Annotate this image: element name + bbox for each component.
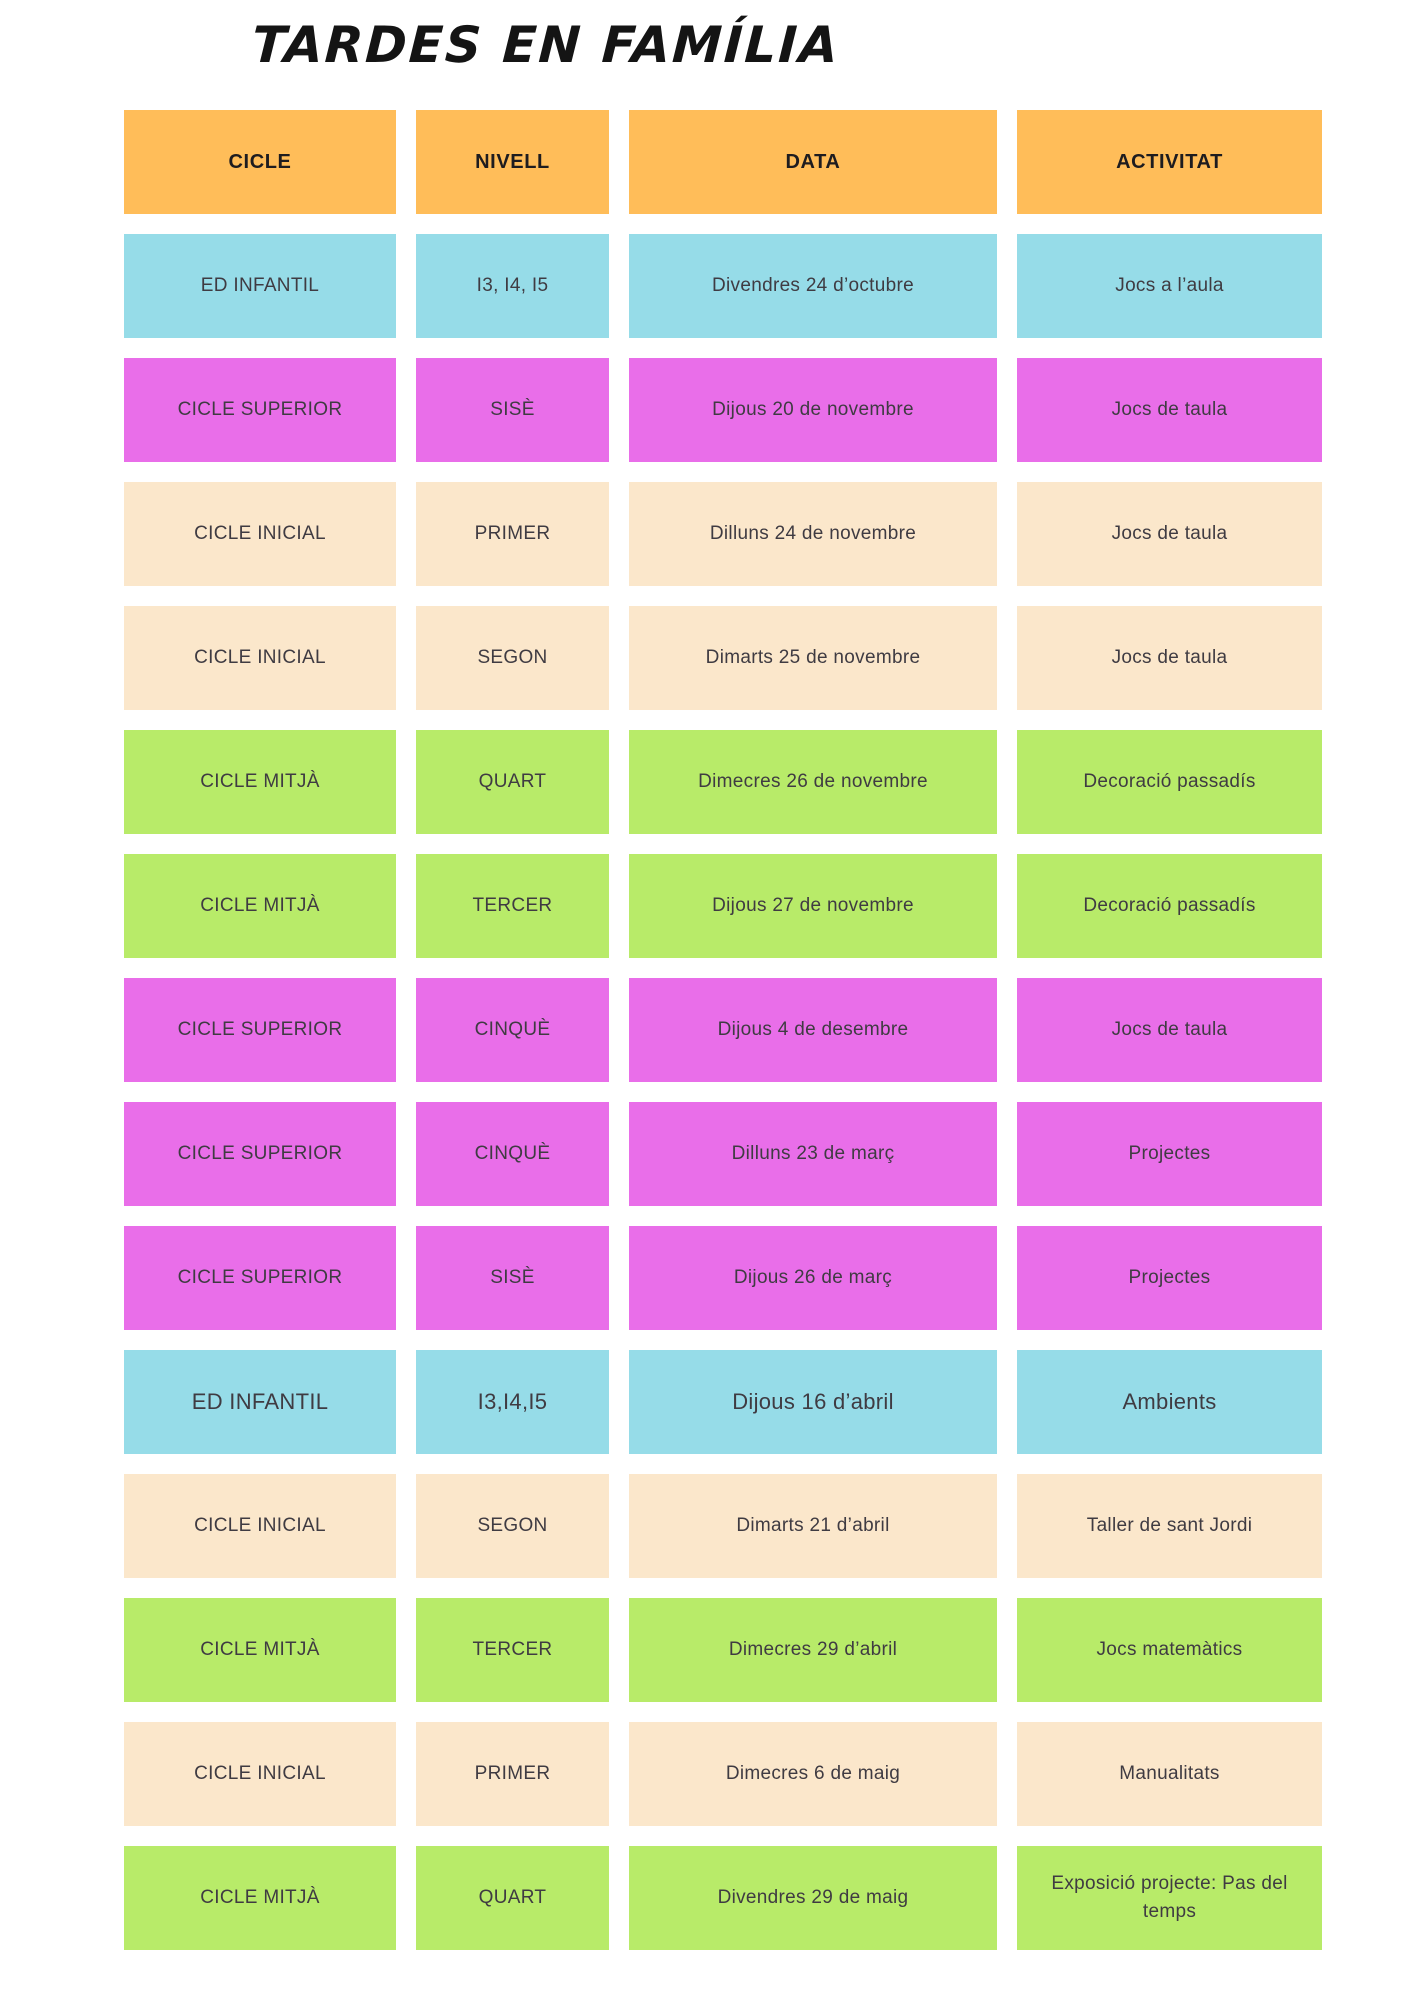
cell-activitat: Jocs matemàtics xyxy=(1017,1598,1322,1702)
cell-activitat: Jocs de taula xyxy=(1017,358,1322,462)
cell-data: Dijous 27 de novembre xyxy=(629,854,997,958)
cell-cicle: CICLE INICIAL xyxy=(124,1722,396,1826)
cell-activitat: Jocs de taula xyxy=(1017,606,1322,710)
column-header-data: DATA xyxy=(629,110,997,214)
cell-nivell: PRIMER xyxy=(416,482,609,586)
cell-nivell: QUART xyxy=(416,730,609,834)
column-header-activitat: ACTIVITAT xyxy=(1017,110,1322,214)
cell-activitat: Jocs de taula xyxy=(1017,482,1322,586)
cell-nivell: SISÈ xyxy=(416,1226,609,1330)
column-header-nivell: NIVELL xyxy=(416,110,609,214)
cell-nivell: SEGON xyxy=(416,1474,609,1578)
cell-data: Divendres 29 de maig xyxy=(629,1846,997,1950)
cell-cicle: ED INFANTIL xyxy=(124,234,396,338)
cell-nivell: CINQUÈ xyxy=(416,1102,609,1206)
cell-nivell: TERCER xyxy=(416,1598,609,1702)
cell-cicle: CICLE INICIAL xyxy=(124,482,396,586)
cell-nivell: PRIMER xyxy=(416,1722,609,1826)
cell-nivell: CINQUÈ xyxy=(416,978,609,1082)
cell-activitat: Projectes xyxy=(1017,1226,1322,1330)
cell-data: Dimarts 21 d’abril xyxy=(629,1474,997,1578)
cell-data: Dimarts 25 de novembre xyxy=(629,606,997,710)
page-title: TARDES EN FAMÍLIA xyxy=(250,16,842,74)
cell-cicle: CICLE INICIAL xyxy=(124,1474,396,1578)
cell-nivell: QUART xyxy=(416,1846,609,1950)
cell-cicle: CICLE SUPERIOR xyxy=(124,358,396,462)
cell-data: Dimecres 29 d’abril xyxy=(629,1598,997,1702)
cell-nivell: SEGON xyxy=(416,606,609,710)
cell-data: Dijous 16 d’abril xyxy=(629,1350,997,1454)
cell-data: Dilluns 24 de novembre xyxy=(629,482,997,586)
cell-activitat: Ambients xyxy=(1017,1350,1322,1454)
schedule-table: CICLE NIVELL DATA ACTIVITAT ED INFANTIL … xyxy=(124,110,1322,1950)
cell-nivell: TERCER xyxy=(416,854,609,958)
cell-cicle: CICLE MITJÀ xyxy=(124,1598,396,1702)
cell-data: Divendres 24 d’octubre xyxy=(629,234,997,338)
cell-cicle: CICLE MITJÀ xyxy=(124,854,396,958)
cell-cicle: CICLE MITJÀ xyxy=(124,730,396,834)
cell-activitat: Manualitats xyxy=(1017,1722,1322,1826)
cell-cicle: CICLE INICIAL xyxy=(124,606,396,710)
cell-activitat: Decoració passadís xyxy=(1017,854,1322,958)
cell-activitat: Decoració passadís xyxy=(1017,730,1322,834)
cell-cicle: CICLE SUPERIOR xyxy=(124,978,396,1082)
cell-cicle: CICLE SUPERIOR xyxy=(124,1226,396,1330)
cell-data: Dimecres 26 de novembre xyxy=(629,730,997,834)
cell-activitat: Jocs a l’aula xyxy=(1017,234,1322,338)
cell-activitat: Exposició projecte: Pas del temps xyxy=(1017,1846,1322,1950)
cell-data: Dijous 26 de març xyxy=(629,1226,997,1330)
cell-activitat: Jocs de taula xyxy=(1017,978,1322,1082)
cell-cicle: CICLE SUPERIOR xyxy=(124,1102,396,1206)
cell-activitat: Taller de sant Jordi xyxy=(1017,1474,1322,1578)
cell-nivell: I3,I4,I5 xyxy=(416,1350,609,1454)
cell-data: Dilluns 23 de març xyxy=(629,1102,997,1206)
cell-nivell: SISÈ xyxy=(416,358,609,462)
cell-cicle: CICLE MITJÀ xyxy=(124,1846,396,1950)
cell-cicle: ED INFANTIL xyxy=(124,1350,396,1454)
cell-data: Dijous 20 de novembre xyxy=(629,358,997,462)
cell-activitat: Projectes xyxy=(1017,1102,1322,1206)
cell-data: Dijous 4 de desembre xyxy=(629,978,997,1082)
column-header-cicle: CICLE xyxy=(124,110,396,214)
cell-nivell: I3, I4, I5 xyxy=(416,234,609,338)
cell-data: Dimecres 6 de maig xyxy=(629,1722,997,1826)
